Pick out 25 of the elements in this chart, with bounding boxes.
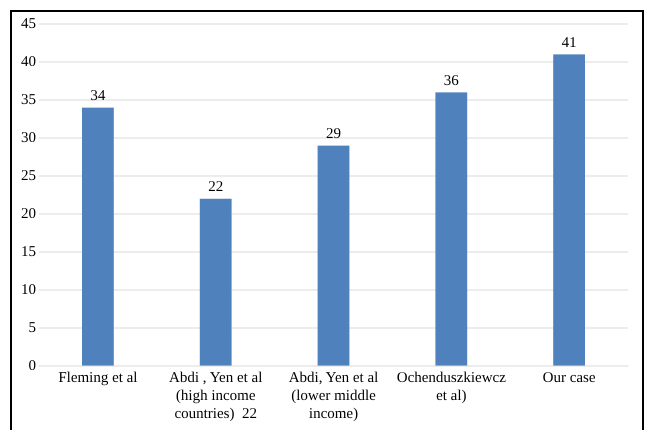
y-tick-label: 30 [21, 130, 36, 146]
x-tick-label: Our case [542, 370, 596, 386]
bar [435, 92, 468, 366]
y-tick-label: 35 [21, 92, 36, 108]
y-tick-label: 40 [21, 54, 36, 70]
bar [82, 108, 114, 366]
data-label: 36 [444, 72, 460, 89]
data-label: 34 [90, 88, 106, 104]
y-tick-label: 20 [21, 206, 36, 222]
data-label: 22 [208, 179, 224, 196]
y-tick-label: 10 [21, 282, 36, 298]
data-label: 41 [562, 34, 577, 51]
data-label: 29 [326, 126, 341, 142]
y-tick-label: 15 [21, 244, 36, 260]
bar [200, 198, 232, 366]
y-tick-label: 45 [21, 16, 36, 32]
x-tick-label: Fleming et al [58, 370, 138, 386]
bar [318, 146, 350, 366]
y-tick-label: 5 [28, 320, 36, 336]
x-tick-label: Abdi , Yen et al (high income countries) 22 [169, 370, 262, 422]
y-tick-label: 25 [21, 168, 36, 184]
x-tick-label: Ochenduszkiewcz et al) [396, 370, 506, 404]
y-tick-label: 0 [28, 358, 36, 374]
x-tick-label: Abdi, Yen et al (lower middle income) [288, 370, 378, 422]
bar [553, 54, 586, 366]
